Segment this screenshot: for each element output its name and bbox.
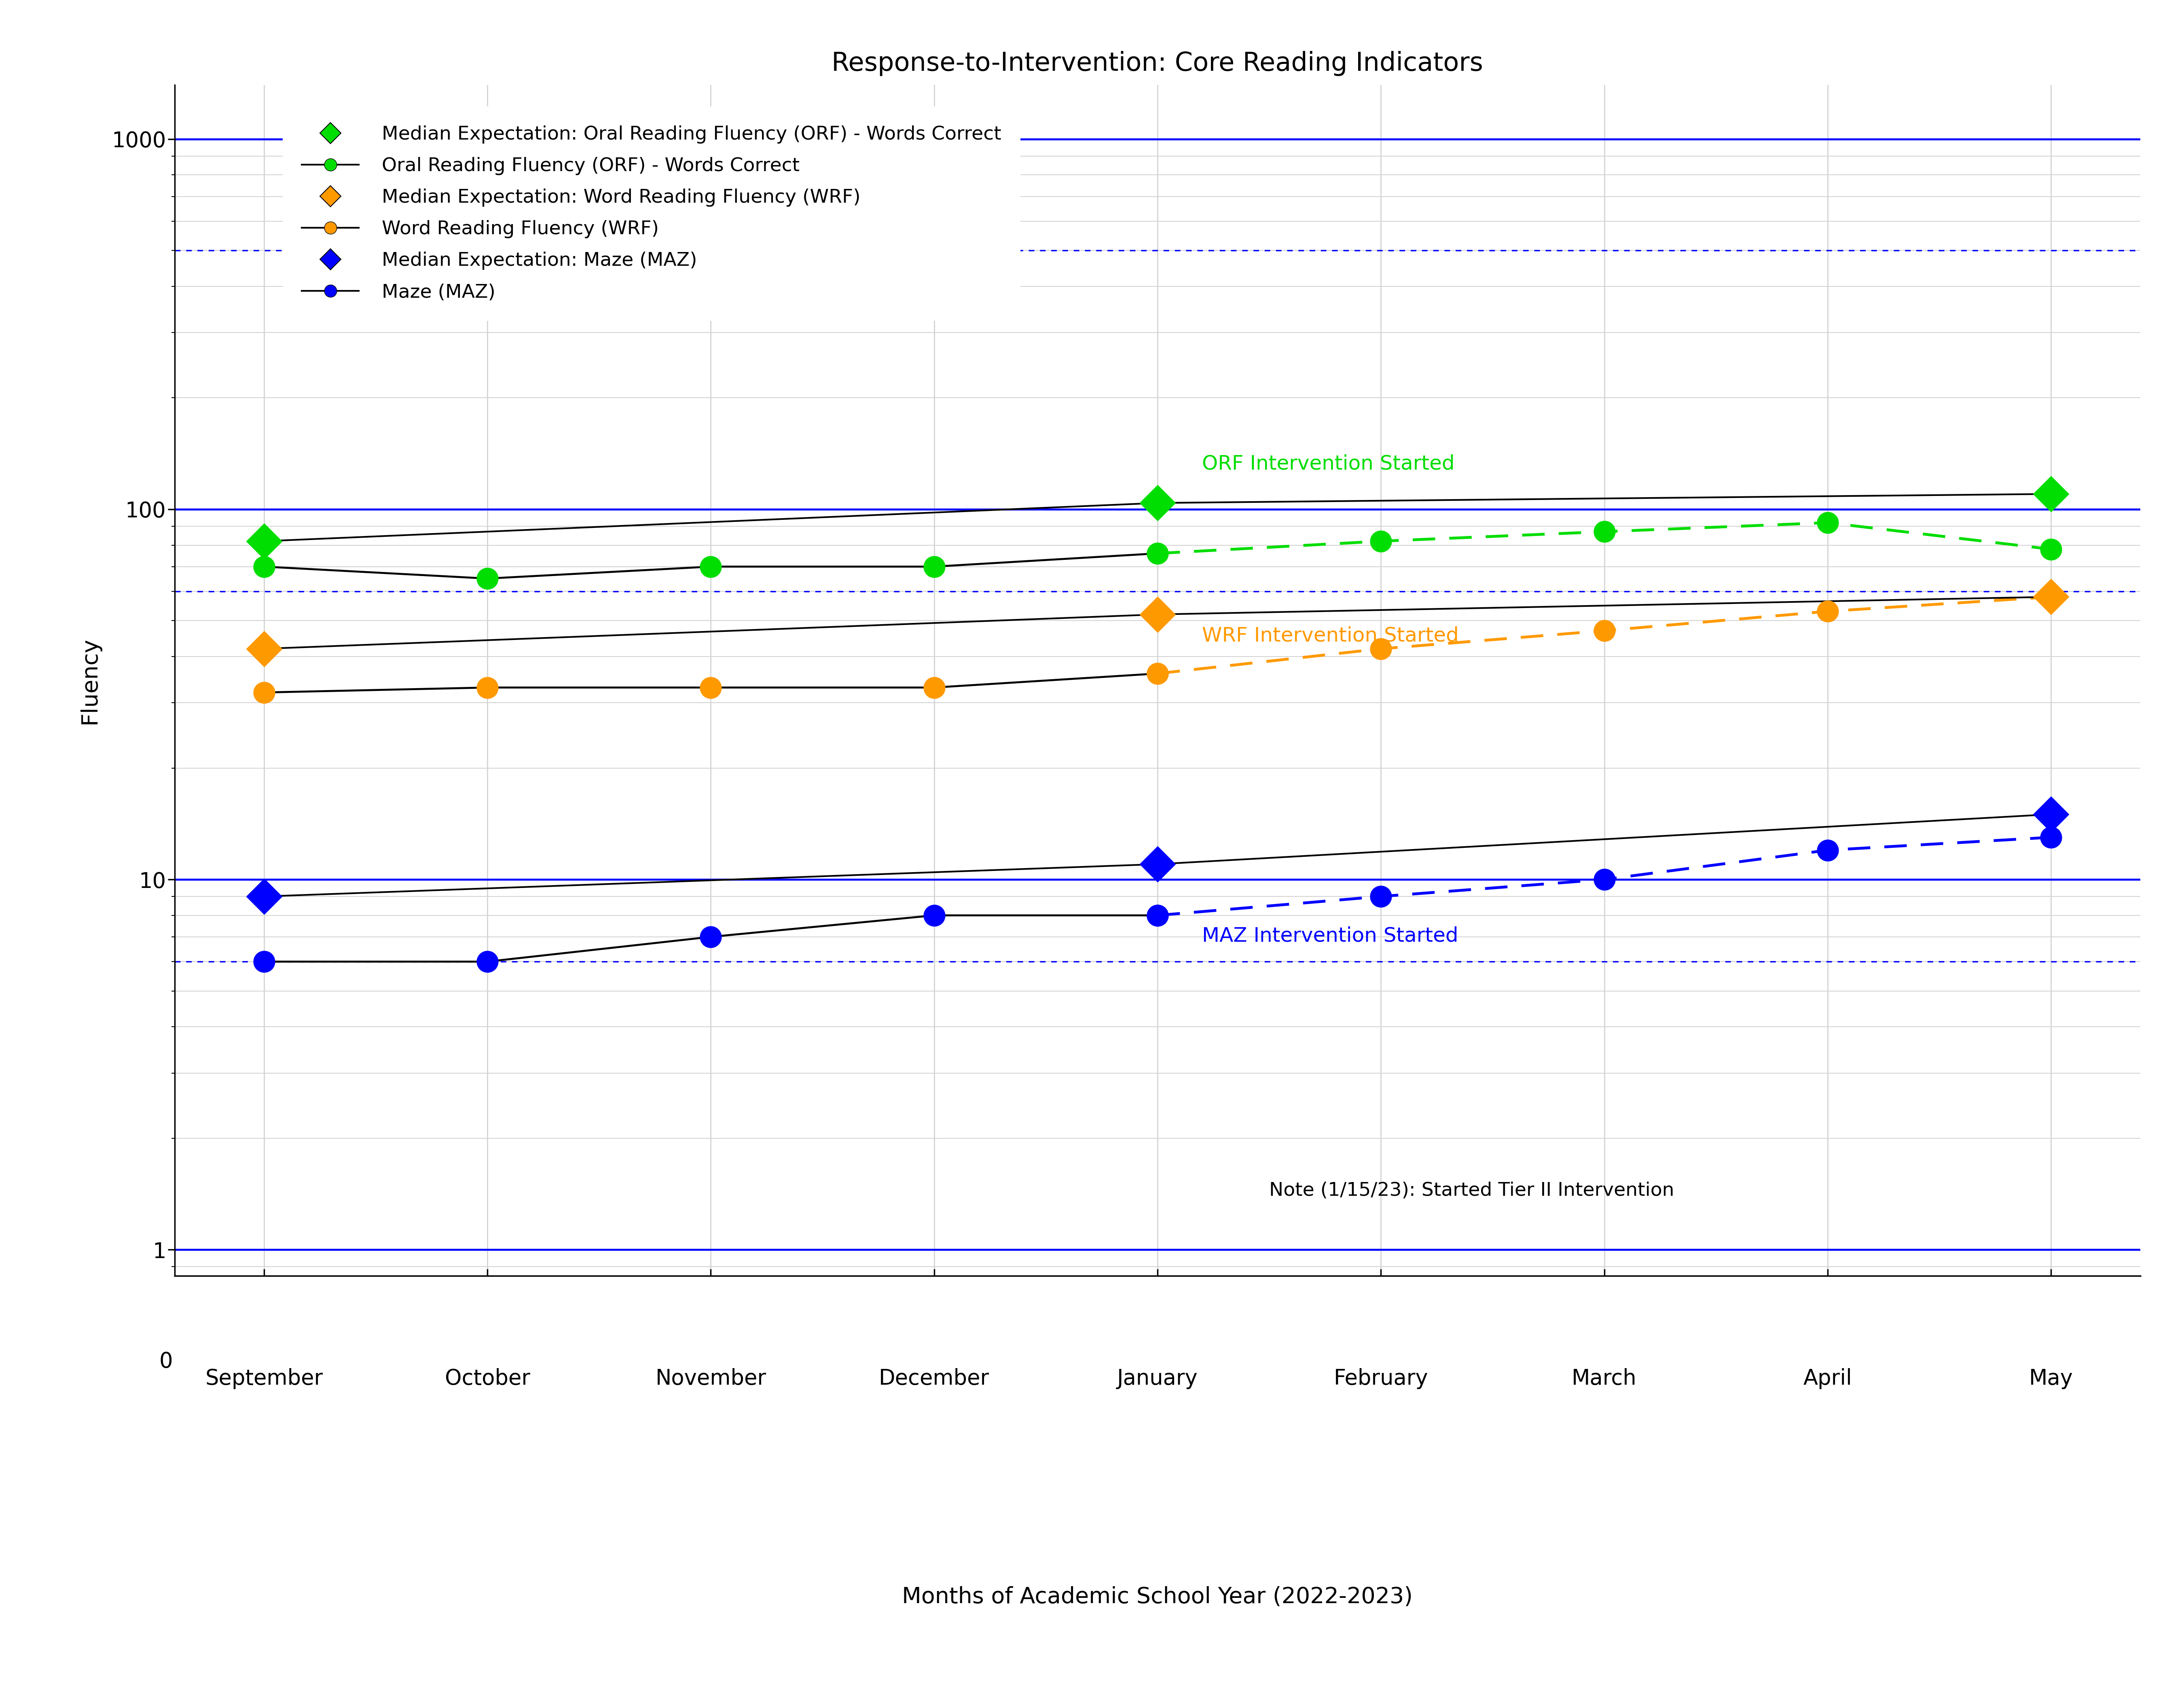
Text: Note (1/15/23): Started Tier II Intervention: Note (1/15/23): Started Tier II Interven… bbox=[1269, 1181, 1675, 1199]
Y-axis label: Fluency: Fluency bbox=[79, 637, 100, 724]
Legend: Median Expectation: Oral Reading Fluency (ORF) - Words Correct, Oral Reading Flu: Median Expectation: Oral Reading Fluency… bbox=[282, 107, 1020, 321]
Text: Months of Academic School Year (2022-2023): Months of Academic School Year (2022-202… bbox=[902, 1587, 1413, 1607]
Text: ORF Intervention Started: ORF Intervention Started bbox=[1201, 454, 1455, 474]
Text: MAZ Intervention Started: MAZ Intervention Started bbox=[1201, 926, 1459, 946]
Title: Response-to-Intervention: Core Reading Indicators: Response-to-Intervention: Core Reading I… bbox=[832, 51, 1483, 76]
Text: WRF Intervention Started: WRF Intervention Started bbox=[1201, 625, 1459, 646]
